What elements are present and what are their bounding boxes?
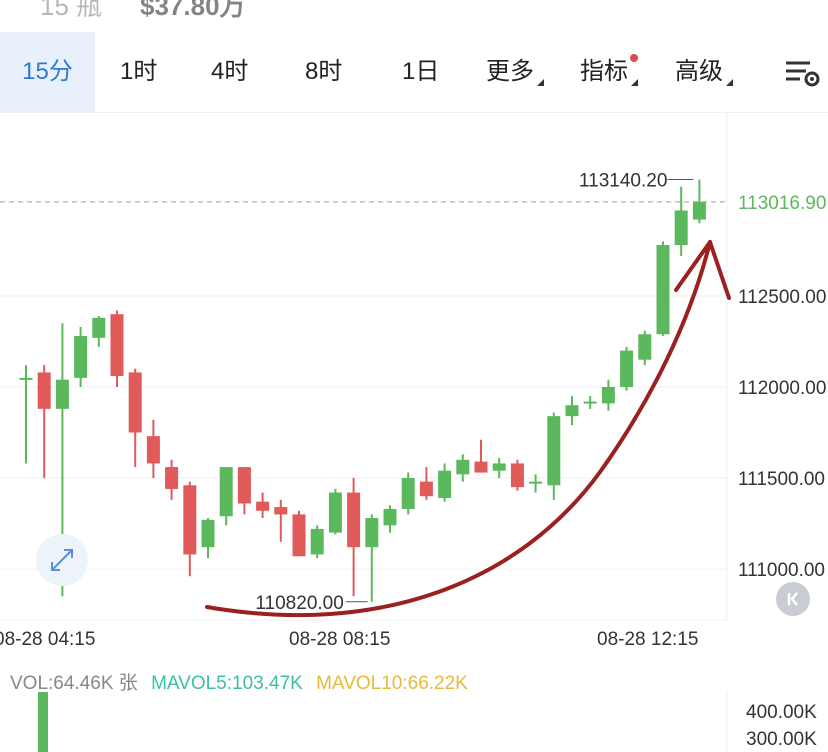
candle-body xyxy=(474,461,488,473)
candlestick-chart[interactable]: 113016.90 112500.00 112000.00 111500.00 1110… xyxy=(0,112,828,752)
candle-body xyxy=(583,401,597,404)
candle-body xyxy=(256,501,270,511)
candlestick-series xyxy=(19,179,706,602)
mavol10-value: MAVOL10:66.22K xyxy=(316,673,468,694)
volume-tick-label: 400.00K xyxy=(746,702,817,723)
candle-body xyxy=(201,519,215,548)
vol-value: VOL:64.46K 张 xyxy=(10,673,138,694)
header-price-text: $37.80万 xyxy=(140,0,246,21)
volume-bar xyxy=(38,692,48,752)
current-price-box xyxy=(728,187,828,216)
x-tick-label: 08-28 08:15 xyxy=(289,629,390,650)
candle-body xyxy=(92,317,106,338)
expand-icon xyxy=(51,549,73,571)
candle-body xyxy=(237,467,251,504)
volume-tick-label: 300.00K xyxy=(746,729,817,750)
expand-chart-button[interactable] xyxy=(36,534,88,586)
chart-settings-icon[interactable] xyxy=(782,58,822,90)
scroll-to-latest-button[interactable] xyxy=(776,582,810,616)
candle-body xyxy=(37,372,51,409)
y-tick-label: 111000.00 xyxy=(738,560,825,581)
candle-body xyxy=(55,379,69,409)
chart-labels: 113016.90 112500.00 112000.00 111500.00 1110… xyxy=(0,171,828,650)
candle-body xyxy=(620,350,634,387)
dropdown-caret-icon xyxy=(726,79,733,86)
tab-indicators[interactable]: 指标 xyxy=(580,32,638,112)
min-price-label: 110820.00 xyxy=(255,593,343,614)
max-price-label: 113140.20 xyxy=(579,171,667,192)
notification-dot-icon xyxy=(630,54,638,62)
candle-body xyxy=(19,377,33,380)
y-tick-label: 112500.00 xyxy=(738,287,826,308)
candle-body xyxy=(274,507,288,515)
trend-arrow-curve xyxy=(205,240,712,618)
mavol5-value: MAVOL5:103.47K xyxy=(151,673,303,694)
volume-legend: VOL:64.46K 张 MAVOL5:103.47K MAVOL10:66.2… xyxy=(10,668,476,695)
candle-body xyxy=(292,514,306,557)
trend-arrow-head xyxy=(674,240,731,300)
interval-tab-bar: 15分 1时 4时 8时 1日 更多 指标 高级 xyxy=(0,32,828,113)
candle-body xyxy=(565,405,579,417)
tab-4h[interactable]: 4时 xyxy=(211,58,249,85)
dropdown-caret-icon xyxy=(537,79,544,86)
candle-body xyxy=(674,210,688,246)
candle-body xyxy=(547,416,561,486)
candle-body xyxy=(419,481,433,497)
candle-body xyxy=(165,467,179,489)
candle-body xyxy=(347,492,361,548)
candle-body xyxy=(74,336,88,378)
candle-body xyxy=(529,481,543,484)
scroll-to-latest-icon xyxy=(787,592,798,606)
x-tick-label: 08-28 04:15 xyxy=(0,629,95,650)
candle-body xyxy=(401,478,415,509)
candle-body xyxy=(310,528,324,555)
tab-8h[interactable]: 8时 xyxy=(305,58,343,85)
candle-body xyxy=(601,387,615,404)
y-tick-label: 111500.00 xyxy=(738,469,825,490)
current-price-label: 113016.90 xyxy=(738,193,826,214)
top-header-cropped: 15 瓶 $37.80万 xyxy=(0,0,828,30)
trend-arrow-annotation xyxy=(205,240,731,618)
candle-body xyxy=(183,485,197,555)
y-tick-label: 112000.00 xyxy=(738,378,826,399)
candle-body xyxy=(110,314,124,377)
dropdown-caret-icon xyxy=(631,79,638,86)
candle-body xyxy=(492,463,506,471)
candle-body xyxy=(510,463,524,488)
tab-advanced[interactable]: 高级 xyxy=(675,32,733,112)
tab-1h[interactable]: 1时 xyxy=(120,58,158,85)
volume-chart: 400.00K 300.00K xyxy=(38,690,817,752)
candle-body xyxy=(128,372,142,433)
candle-body xyxy=(383,508,397,526)
candle-body xyxy=(328,492,342,533)
candle-body xyxy=(656,245,670,335)
candle-body xyxy=(438,470,452,499)
candle-body xyxy=(638,334,652,360)
tab-15m[interactable]: 15分 xyxy=(0,32,95,112)
tab-more[interactable]: 更多 xyxy=(486,32,544,112)
candle-body xyxy=(456,459,470,475)
header-left-text: 15 瓶 xyxy=(40,0,103,21)
tab-1d[interactable]: 1日 xyxy=(402,58,440,85)
candle-body xyxy=(146,436,160,464)
candle-body xyxy=(219,467,233,517)
x-tick-label: 08-28 12:15 xyxy=(597,629,698,650)
candle-body xyxy=(365,518,379,548)
candle-body xyxy=(692,201,706,220)
